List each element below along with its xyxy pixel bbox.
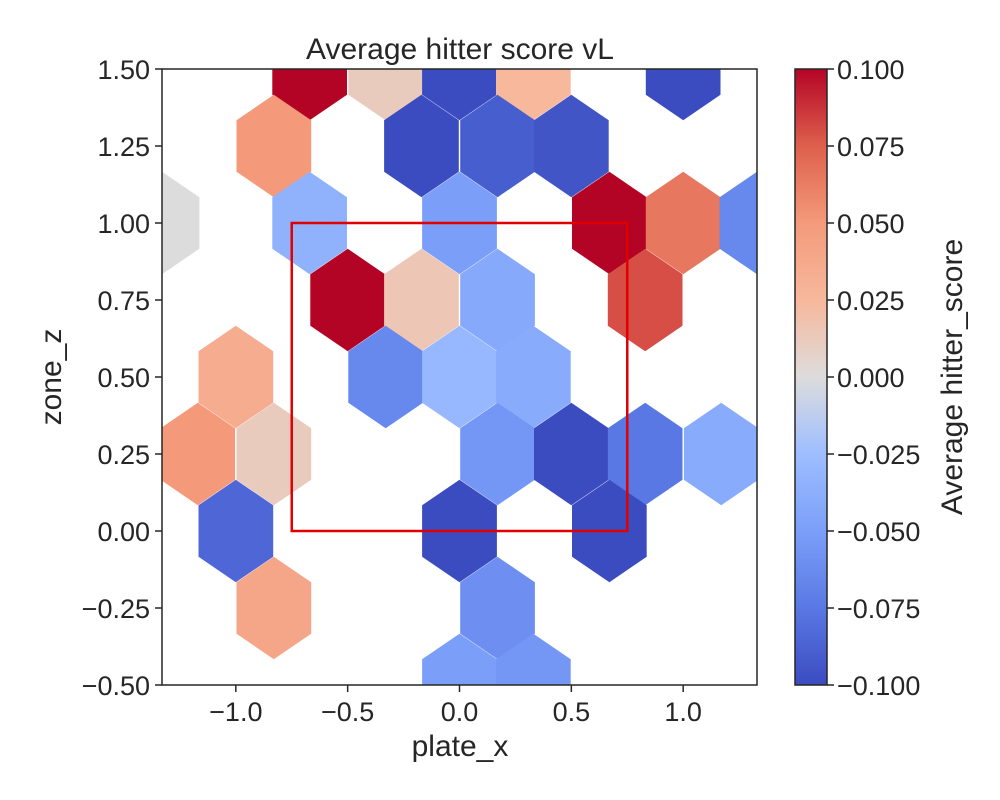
colorbar-tick-label: 0.000 bbox=[837, 363, 905, 393]
hex-cell bbox=[422, 325, 497, 429]
x-axis-ticks: −1.0 −0.5 0.0 0.5 1.0 bbox=[209, 685, 702, 727]
y-tick-label: −0.25 bbox=[82, 594, 150, 624]
colorbar-tick-label: 0.025 bbox=[837, 286, 905, 316]
chart-title: Average hitter score vL bbox=[306, 33, 614, 66]
colorbar bbox=[794, 68, 828, 686]
hex-cell bbox=[236, 556, 312, 660]
x-tick-label: −1.0 bbox=[209, 697, 262, 727]
colorbar-tick-label: −0.025 bbox=[837, 440, 920, 470]
x-tick-label: 0.5 bbox=[553, 697, 591, 727]
y-axis-label: zone_z bbox=[35, 329, 68, 426]
hex-cell bbox=[496, 325, 571, 429]
colorbar-tick-label: 0.100 bbox=[837, 55, 905, 85]
hex-cell bbox=[384, 248, 459, 352]
y-tick-label: 1.25 bbox=[97, 132, 150, 162]
y-tick-label: 1.50 bbox=[97, 55, 150, 85]
hex-cell bbox=[348, 325, 423, 429]
y-tick-label: 1.00 bbox=[97, 209, 150, 239]
hex-cell bbox=[460, 94, 535, 198]
strike-zone-box bbox=[290, 221, 629, 533]
hex-cell bbox=[719, 171, 757, 275]
hex-cell bbox=[384, 94, 459, 198]
colorbar-tick-label: −0.050 bbox=[837, 517, 920, 547]
colorbar-tick-label: 0.075 bbox=[837, 132, 905, 162]
hex-cell bbox=[236, 94, 312, 198]
hex-cell bbox=[683, 402, 757, 506]
hexbin-cells bbox=[162, 69, 757, 685]
colorbar-tick-label: −0.075 bbox=[837, 594, 920, 624]
y-tick-label: −0.50 bbox=[82, 671, 150, 701]
hex-cell bbox=[496, 633, 571, 685]
y-tick-label: 0.25 bbox=[97, 440, 150, 470]
hex-cell bbox=[645, 171, 721, 275]
y-tick-label: 0.50 bbox=[97, 363, 150, 393]
colorbar-ticks: 0.100 0.075 0.050 0.025 0.000 −0.025 −0.050 −0.… bbox=[827, 55, 920, 701]
hex-cell bbox=[422, 633, 497, 685]
hex-cell bbox=[162, 402, 236, 506]
hex-cell bbox=[460, 556, 535, 660]
y-tick-label: 0.00 bbox=[97, 517, 150, 547]
colorbar-label: Average hitter_score bbox=[936, 239, 969, 515]
y-axis-ticks: −0.50 −0.25 0.00 0.25 0.50 0.75 1.00 1.25 1.50 bbox=[82, 55, 162, 701]
x-tick-label: −0.5 bbox=[321, 697, 374, 727]
hex-cell bbox=[534, 402, 609, 506]
y-tick-label: 0.75 bbox=[97, 286, 150, 316]
x-tick-label: 0.0 bbox=[441, 697, 479, 727]
x-tick-label: 1.0 bbox=[664, 697, 702, 727]
hex-cell bbox=[422, 69, 497, 121]
hex-cell bbox=[310, 248, 385, 352]
hex-cell bbox=[198, 325, 274, 429]
hex-cell bbox=[460, 402, 535, 506]
colorbar-tick-label: −0.100 bbox=[837, 671, 920, 701]
colorbar-tick-label: 0.050 bbox=[837, 209, 905, 239]
x-axis-label: plate_x bbox=[412, 730, 509, 763]
hex-cell bbox=[460, 248, 535, 352]
hex-cell bbox=[645, 69, 721, 121]
hex-cell bbox=[198, 479, 274, 583]
hex-cell bbox=[534, 94, 609, 198]
hex-cell bbox=[162, 171, 200, 275]
